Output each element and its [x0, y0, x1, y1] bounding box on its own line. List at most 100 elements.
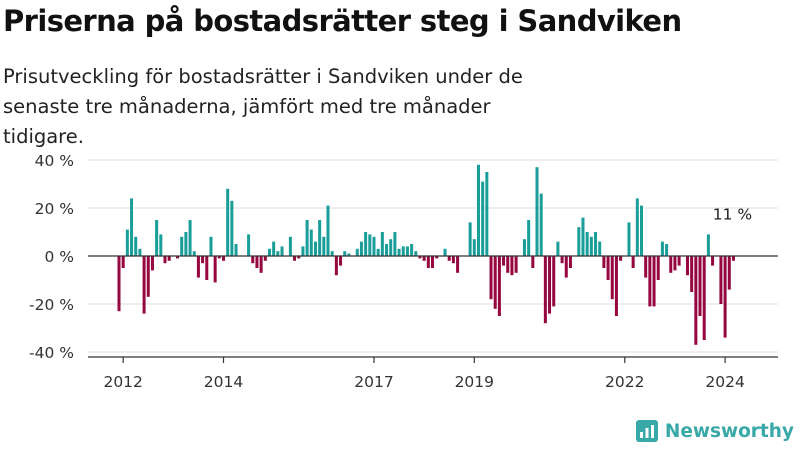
- bar: [648, 256, 652, 307]
- bar: [201, 256, 205, 264]
- chart-subtitle: Prisutveckling för bostadsrätter i Sandv…: [3, 65, 523, 148]
- bar: [222, 256, 226, 261]
- bar: [184, 232, 188, 256]
- y-tick-label: -40 %: [29, 344, 74, 362]
- bar: [188, 220, 192, 256]
- axes: 40 % 20 % 0 % -20 % -40 % 2012 2014 2017 2019 202…: [29, 152, 778, 391]
- bar: [614, 256, 618, 316]
- bar: [313, 241, 317, 256]
- bar: [719, 256, 723, 304]
- bar: [447, 256, 451, 261]
- bar: [393, 232, 397, 256]
- bar: [267, 248, 271, 256]
- bar: [138, 248, 142, 256]
- y-tick-label: 20 %: [35, 200, 74, 218]
- bar: [117, 256, 121, 312]
- bar: [301, 246, 305, 256]
- bar: [142, 256, 146, 314]
- bar: [368, 234, 372, 256]
- bar: [656, 256, 660, 280]
- bar: [564, 256, 568, 278]
- bar: [690, 256, 694, 292]
- bar: [506, 256, 510, 273]
- bar: [255, 256, 259, 268]
- bar: [535, 167, 539, 256]
- bar: [665, 244, 669, 256]
- bar: [606, 256, 610, 280]
- bar: [527, 220, 531, 256]
- gridlines: [88, 159, 778, 353]
- bar: [552, 256, 556, 307]
- bar: [723, 256, 727, 338]
- bar: [426, 256, 430, 268]
- bar: [347, 253, 351, 256]
- bar: [247, 234, 251, 256]
- y-tick-label: -20 %: [29, 296, 74, 314]
- bar: [698, 256, 702, 316]
- bar: [711, 256, 715, 266]
- bar: [359, 241, 363, 256]
- bar: [476, 164, 480, 256]
- bar: [685, 256, 689, 276]
- bar: [577, 227, 581, 256]
- bar: [472, 239, 476, 256]
- bar: [297, 256, 301, 259]
- bar: [167, 256, 171, 261]
- bar: [380, 232, 384, 256]
- bar: [163, 256, 167, 264]
- bar: [234, 244, 238, 256]
- bar: [443, 248, 447, 256]
- x-tick-label: 2012: [103, 373, 142, 391]
- bar: [401, 246, 405, 256]
- bar: [355, 248, 359, 256]
- bar: [560, 256, 564, 264]
- bar: [644, 256, 648, 278]
- bar: [159, 234, 163, 256]
- bar: [489, 256, 493, 300]
- bar: [196, 256, 200, 278]
- bar: [343, 251, 347, 256]
- bar: [176, 256, 180, 259]
- bar: [598, 241, 602, 256]
- bar: [205, 256, 209, 280]
- bar: [619, 256, 623, 261]
- bar: [259, 256, 263, 273]
- bar: [539, 193, 543, 256]
- bar: [631, 256, 635, 268]
- bar: [422, 256, 426, 261]
- bar: [548, 256, 552, 314]
- bar: [318, 220, 322, 256]
- bar: [130, 198, 134, 256]
- x-tick-label: 2019: [455, 373, 494, 391]
- bar: [673, 256, 677, 271]
- x-tick-label: 2014: [204, 373, 243, 391]
- bar: [731, 256, 735, 261]
- bar: [431, 256, 435, 268]
- bar: [322, 236, 326, 256]
- bar: [334, 256, 338, 276]
- bar: [305, 220, 309, 256]
- x-tick-label: 2022: [605, 373, 644, 391]
- bar: [514, 256, 518, 273]
- bar: [155, 220, 159, 256]
- bar: [635, 198, 639, 256]
- chart-title: Priserna på bostadsrätter steg i Sandvik…: [3, 4, 682, 38]
- y-tick-label: 0 %: [44, 248, 74, 266]
- bar: [640, 205, 644, 256]
- latest-value-label: 11 %: [713, 206, 752, 224]
- bar: [556, 241, 560, 256]
- bar: [481, 181, 485, 256]
- bar: [309, 229, 313, 256]
- bar: [581, 217, 585, 256]
- bar: [389, 239, 393, 256]
- bar: [288, 236, 292, 256]
- newsworthy-brand[interactable]: Newsworthy: [635, 419, 794, 443]
- bar: [414, 251, 418, 256]
- bar: [610, 256, 614, 300]
- bar: [497, 256, 501, 316]
- bar: [280, 246, 284, 256]
- x-tick-label: 2017: [354, 373, 393, 391]
- bar: [727, 256, 731, 290]
- bar: [276, 251, 280, 256]
